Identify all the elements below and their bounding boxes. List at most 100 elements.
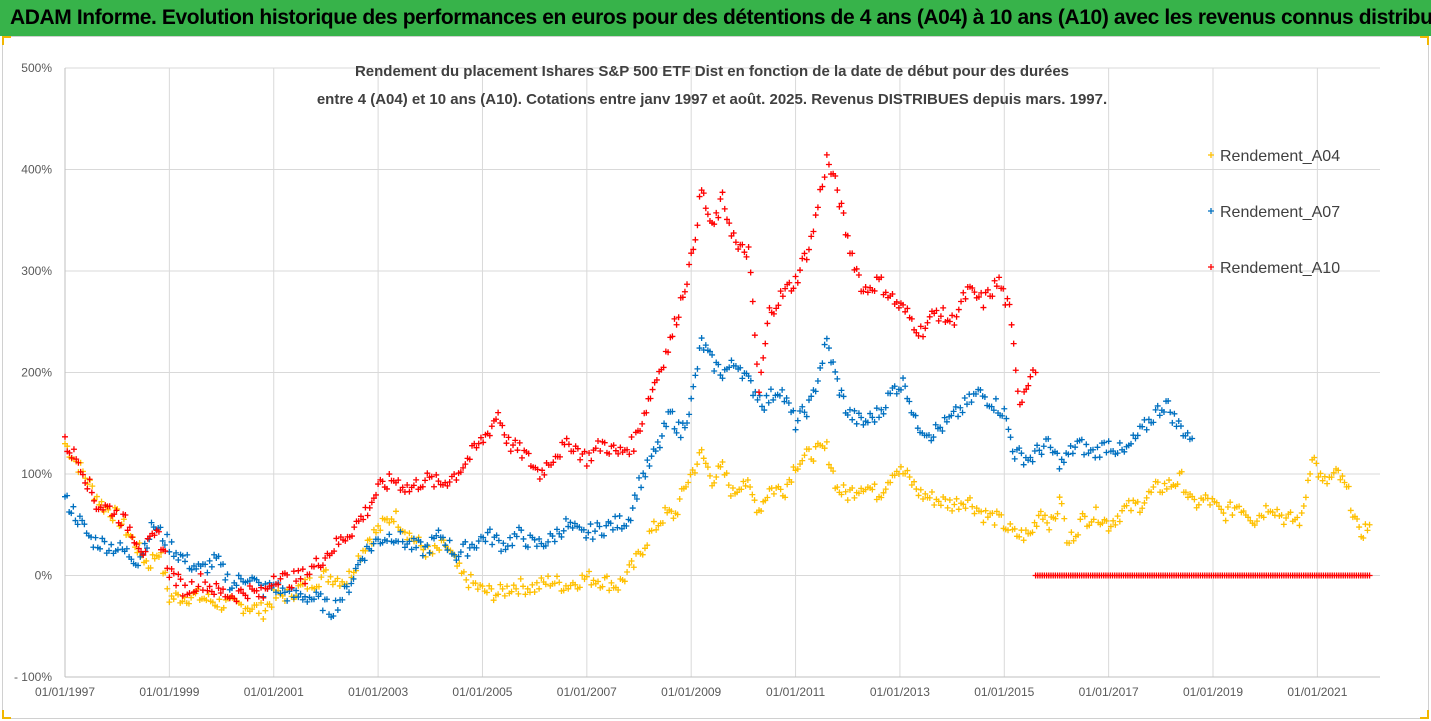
data-point (962, 295, 969, 302)
data-point (1078, 436, 1085, 443)
data-point (339, 596, 346, 603)
data-point (585, 529, 592, 536)
data-point (480, 439, 487, 446)
data-point (295, 567, 302, 574)
data-point (1174, 481, 1181, 488)
data-point (1313, 460, 1320, 467)
data-point (1038, 451, 1045, 458)
data-point (830, 468, 837, 475)
series-Rendement_A10 (62, 151, 1039, 605)
data-point (386, 531, 393, 538)
data-point (637, 428, 644, 435)
data-point (524, 544, 531, 551)
data-point (469, 541, 476, 548)
data-point (480, 534, 487, 541)
data-point (346, 589, 353, 596)
data-point (1160, 409, 1167, 416)
data-point (463, 576, 470, 583)
data-point (1136, 509, 1143, 516)
data-point (1360, 535, 1367, 542)
data-point (717, 372, 724, 379)
data-point (258, 584, 265, 591)
data-point (817, 364, 824, 371)
data-point (834, 484, 841, 491)
data-point (495, 537, 502, 544)
data-point (554, 573, 561, 580)
data-point (844, 232, 851, 239)
data-point (599, 583, 606, 590)
data-point (501, 592, 508, 599)
data-point (542, 542, 549, 549)
data-point (1031, 448, 1038, 455)
data-point (1016, 445, 1023, 452)
data-point (1007, 434, 1014, 441)
data-point (435, 478, 442, 485)
data-point (860, 288, 867, 295)
data-point (348, 580, 355, 587)
data-point (764, 320, 771, 327)
legend-label: Rendement_A04 (1220, 148, 1340, 165)
data-point (653, 526, 660, 533)
data-point (759, 403, 766, 410)
data-point (696, 193, 703, 200)
data-point (682, 483, 689, 490)
data-point (684, 419, 691, 426)
data-point (867, 410, 874, 417)
data-point (168, 565, 175, 572)
data-point (322, 554, 329, 561)
data-point (674, 511, 681, 518)
data-point (1014, 388, 1021, 395)
data-point (673, 321, 680, 328)
data-point (1068, 529, 1075, 536)
data-point (775, 302, 782, 309)
data-point (694, 461, 701, 468)
data-point (685, 479, 692, 486)
data-point (297, 575, 304, 582)
data-point (211, 551, 218, 558)
data-point (1027, 454, 1034, 461)
data-point (621, 578, 628, 585)
data-point (723, 470, 730, 477)
data-point (1041, 512, 1048, 519)
data-point (803, 256, 810, 263)
data-point (928, 437, 935, 444)
chart-title-line-1: Rendement du placement Ishares S&P 500 E… (355, 63, 1069, 80)
data-point (1224, 504, 1231, 511)
data-point (1034, 442, 1041, 449)
y-tick-label: 300% (21, 264, 52, 278)
data-point (588, 457, 595, 464)
x-tick-label: 01/01/1997 (35, 685, 95, 699)
data-point (982, 507, 989, 514)
data-point (551, 580, 558, 587)
data-point (633, 496, 640, 503)
data-point (313, 589, 320, 596)
data-point (497, 581, 504, 588)
data-point (529, 581, 536, 588)
data-point (893, 390, 900, 397)
data-point (161, 542, 168, 549)
data-point (773, 305, 780, 312)
data-point (295, 594, 302, 601)
data-point (1033, 523, 1040, 530)
data-point (1139, 423, 1146, 430)
data-point (658, 432, 665, 439)
data-point (375, 481, 382, 488)
data-point (715, 361, 722, 368)
data-point (698, 446, 705, 453)
data-point (334, 575, 341, 582)
data-point (92, 534, 99, 541)
data-point (1165, 397, 1172, 404)
data-point (609, 526, 616, 533)
data-point (164, 585, 171, 592)
data-point (964, 401, 971, 408)
data-point (700, 190, 707, 197)
data-point (233, 598, 240, 605)
data-point (517, 575, 524, 582)
data-point (390, 518, 397, 525)
data-point (1182, 489, 1189, 496)
data-point (64, 443, 71, 450)
data-point (1005, 426, 1012, 433)
data-point (904, 305, 911, 312)
data-point (563, 435, 570, 442)
data-point (560, 587, 567, 594)
